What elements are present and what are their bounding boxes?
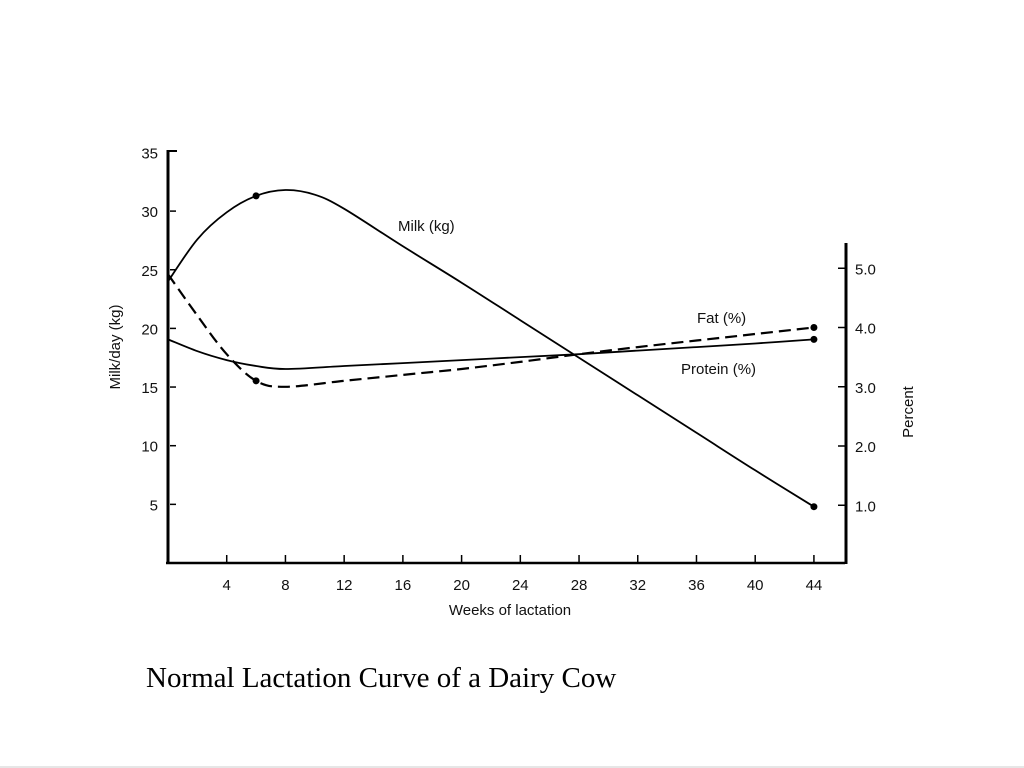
right-tick-label: 2.0 [855,439,876,456]
left-tick-label: 15 [141,380,158,397]
data-point-marker [252,192,260,200]
right-tick-label: 3.0 [855,380,876,397]
right-y-ticks: 1.0 2.0 3.0 4.0 5.0 [838,261,876,515]
axes [166,150,848,565]
chart-caption: Normal Lactation Curve of a Dairy Cow [146,662,617,694]
x-tick-label: 12 [336,577,353,594]
x-tick-label: 8 [281,577,289,594]
right-tick-label: 1.0 [855,498,876,515]
right-y-axis-title: Percent [900,385,917,438]
x-tick-label: 4 [223,577,231,594]
x-axis-title: Weeks of lactation [449,602,571,619]
left-y-axis-title: Milk/day (kg) [107,304,124,389]
protein-series-line [167,338,814,370]
left-tick-label: 20 [141,321,158,338]
x-tick-label: 44 [806,577,823,594]
x-tick-label: 20 [453,577,470,594]
milk-series-label: Milk (kg) [398,218,455,235]
data-point-marker [810,335,818,343]
x-tick-label: 36 [688,577,705,594]
right-tick-label: 5.0 [855,261,876,278]
x-tick-label: 28 [571,577,588,594]
bottom-divider [0,766,1024,768]
left-tick-label: 10 [141,439,158,456]
left-tick-label: 35 [141,145,158,162]
x-tick-label: 32 [629,577,646,594]
data-point-marker [810,503,818,511]
protein-series-label: Protein (%) [681,361,756,378]
data-point-marker [252,377,260,385]
x-tick-label: 40 [747,577,764,594]
x-ticks: 4 8 12 16 20 24 28 32 36 40 44 [223,555,823,594]
x-tick-label: 24 [512,577,529,594]
left-y-ticks: 5 10 15 20 25 30 35 [141,145,176,514]
left-tick-label: 5 [150,497,158,514]
x-tick-label: 16 [395,577,412,594]
fat-series-line [167,273,815,388]
data-point-marker [810,324,818,331]
milk-series-line [167,189,815,508]
series-layer [167,189,818,511]
fat-series-label: Fat (%) [697,310,746,327]
left-tick-label: 25 [141,263,158,280]
left-tick-label: 30 [141,204,158,221]
right-tick-label: 4.0 [855,321,876,338]
